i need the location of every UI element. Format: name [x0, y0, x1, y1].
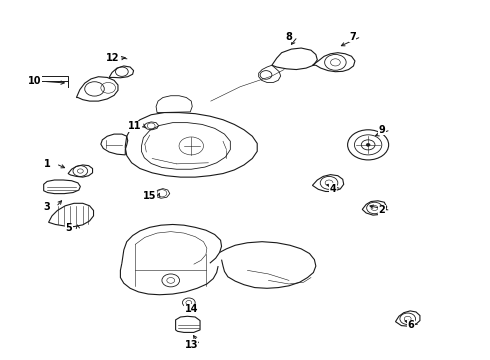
Text: 2: 2: [378, 206, 385, 216]
Text: 9: 9: [378, 125, 385, 135]
Text: 12: 12: [106, 53, 120, 63]
Text: 13: 13: [185, 340, 198, 350]
Text: 4: 4: [330, 184, 336, 194]
Text: 15: 15: [143, 191, 156, 201]
Text: 7: 7: [349, 32, 356, 41]
Text: 5: 5: [66, 224, 73, 233]
Text: 8: 8: [286, 32, 293, 41]
Text: 14: 14: [185, 304, 198, 314]
Text: 1: 1: [44, 159, 50, 169]
Text: 6: 6: [408, 320, 415, 330]
Text: 3: 3: [44, 202, 50, 212]
Circle shape: [366, 143, 370, 146]
Text: 11: 11: [128, 121, 142, 131]
Text: 10: 10: [28, 76, 42, 86]
